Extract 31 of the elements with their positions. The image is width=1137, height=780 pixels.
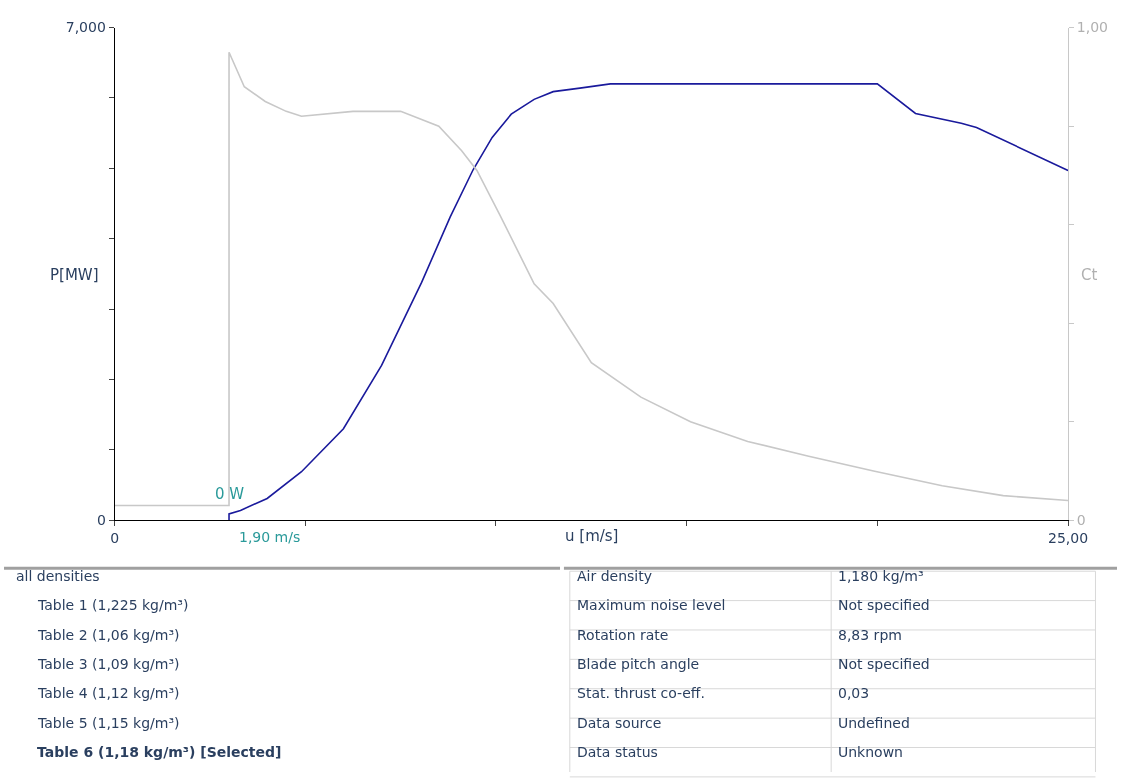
caption: Table 6 (1,18 kg/m³) [Selected] (37, 744, 282, 760)
caption: Table 5 (1,15 kg/m³) (37, 715, 180, 731)
text: Undefined (838, 715, 910, 731)
text: Data source (577, 715, 662, 731)
y2-tick-label: 0 (1076, 512, 1086, 529)
text: Unknown (838, 744, 903, 760)
x-axis-title: u [m/s] (565, 527, 619, 545)
caption: Table 4 (1,12 kg/m³) (37, 685, 180, 701)
text: Blade pitch angle (577, 656, 700, 672)
caption: Table 1 (1,225 kg/m³) (37, 597, 189, 613)
text: Air density (577, 568, 653, 584)
text: 0,03 (838, 685, 870, 701)
text: 1,180 kg/m³ (838, 568, 924, 584)
y-axis-title: P[MW] (50, 266, 99, 284)
y2-tick-label: 1,00 (1076, 19, 1109, 36)
x-tick-label: 25,00 (1048, 530, 1089, 547)
text: Stat. thrust co-eff. (577, 685, 705, 701)
caption: Table 2 (1,06 kg/m³) (37, 627, 180, 643)
y-tick-label: 7,000 (65, 19, 106, 36)
text: Maximum noise level (577, 597, 726, 613)
text: 1,90 m/s (239, 529, 301, 545)
text: Not specified (838, 597, 930, 613)
annotation: 0 W (215, 485, 245, 503)
text: 8,83 rpm (838, 627, 902, 643)
y2-axis-title: Ct (1081, 266, 1098, 284)
line-series (228, 83, 1069, 521)
text: Not specified (838, 656, 930, 672)
caption: Table 3 (1,09 kg/m³) (37, 656, 180, 672)
text: all densities (16, 568, 100, 584)
text: Rotation rate (577, 627, 669, 643)
text: Data status (577, 744, 658, 760)
